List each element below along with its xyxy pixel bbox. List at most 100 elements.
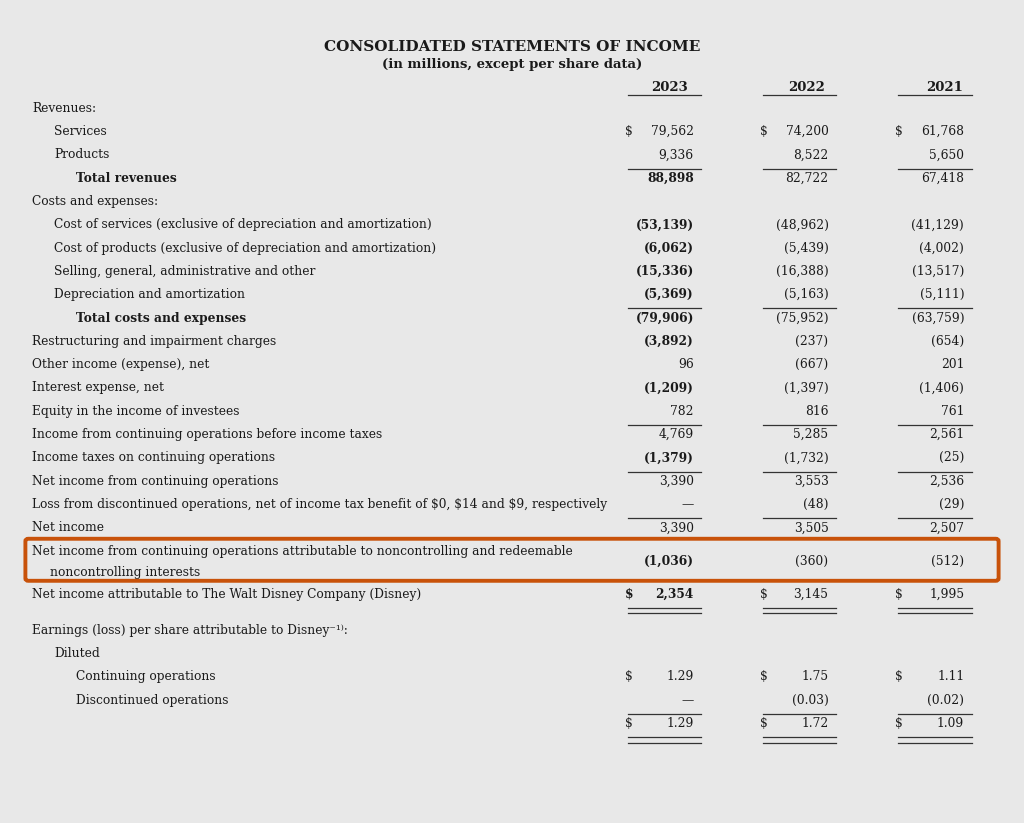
Text: 79,562: 79,562 — [651, 125, 694, 138]
Text: Net income: Net income — [33, 521, 104, 534]
Text: 4,769: 4,769 — [658, 428, 694, 441]
Text: Income from continuing operations before income taxes: Income from continuing operations before… — [33, 428, 383, 441]
Text: Cost of products (exclusive of depreciation and amortization): Cost of products (exclusive of depreciat… — [54, 242, 436, 254]
Text: Total costs and expenses: Total costs and expenses — [76, 312, 246, 324]
Text: (360): (360) — [796, 556, 828, 568]
Text: 761: 761 — [941, 405, 965, 418]
Text: $: $ — [760, 717, 767, 730]
Text: 1.75: 1.75 — [802, 671, 828, 683]
Text: 5,285: 5,285 — [794, 428, 828, 441]
Text: Costs and expenses:: Costs and expenses: — [33, 195, 159, 208]
Text: $: $ — [895, 671, 903, 683]
Text: Net income attributable to The Walt Disney Company (Disney): Net income attributable to The Walt Disn… — [33, 588, 422, 601]
Text: Services: Services — [54, 125, 106, 138]
Text: Products: Products — [54, 148, 110, 161]
Text: 2022: 2022 — [788, 81, 825, 95]
Text: 2,561: 2,561 — [929, 428, 965, 441]
Text: 1.11: 1.11 — [937, 671, 965, 683]
Text: 82,722: 82,722 — [785, 172, 828, 184]
Text: (1,406): (1,406) — [920, 382, 965, 394]
Text: (1,732): (1,732) — [783, 451, 828, 464]
Text: 1.29: 1.29 — [667, 717, 694, 730]
Text: (0.03): (0.03) — [792, 694, 828, 707]
Text: $: $ — [625, 125, 633, 138]
Text: —: — — [682, 694, 694, 707]
Text: 2023: 2023 — [651, 81, 688, 95]
Text: 3,553: 3,553 — [794, 475, 828, 488]
Text: (5,369): (5,369) — [644, 288, 694, 301]
Text: Other income (expense), net: Other income (expense), net — [33, 358, 210, 371]
Text: (1,379): (1,379) — [644, 451, 694, 464]
Text: $: $ — [760, 125, 767, 138]
Text: 8,522: 8,522 — [794, 148, 828, 161]
Text: (237): (237) — [796, 335, 828, 348]
Text: 2021: 2021 — [926, 81, 963, 95]
Text: Continuing operations: Continuing operations — [76, 671, 215, 683]
Text: 816: 816 — [805, 405, 828, 418]
Text: $: $ — [895, 588, 903, 601]
Text: (53,139): (53,139) — [636, 218, 694, 231]
Text: 2,536: 2,536 — [929, 475, 965, 488]
Text: 201: 201 — [941, 358, 965, 371]
Text: $: $ — [625, 671, 633, 683]
Text: Selling, general, administrative and other: Selling, general, administrative and oth… — [54, 265, 315, 278]
Text: (5,111): (5,111) — [920, 288, 965, 301]
Text: Depreciation and amortization: Depreciation and amortization — [54, 288, 245, 301]
Text: $: $ — [895, 125, 903, 138]
Text: 3,505: 3,505 — [794, 521, 828, 534]
Text: 2,354: 2,354 — [655, 588, 694, 601]
Text: Discontinued operations: Discontinued operations — [76, 694, 228, 707]
Text: (16,388): (16,388) — [776, 265, 828, 278]
Text: 1.29: 1.29 — [667, 671, 694, 683]
Text: (41,129): (41,129) — [911, 218, 965, 231]
Text: Total revenues: Total revenues — [76, 172, 176, 184]
Text: 3,390: 3,390 — [658, 521, 694, 534]
Text: 3,145: 3,145 — [794, 588, 828, 601]
Text: 88,898: 88,898 — [647, 172, 694, 184]
Text: Revenues:: Revenues: — [33, 102, 96, 114]
Text: (79,906): (79,906) — [636, 312, 694, 324]
Text: Restructuring and impairment charges: Restructuring and impairment charges — [33, 335, 276, 348]
Text: (1,036): (1,036) — [644, 556, 694, 568]
Text: (0.02): (0.02) — [927, 694, 965, 707]
Text: 74,200: 74,200 — [785, 125, 828, 138]
Text: Income taxes on continuing operations: Income taxes on continuing operations — [33, 451, 275, 464]
Text: 96: 96 — [678, 358, 694, 371]
Text: $: $ — [625, 588, 634, 601]
Text: (13,517): (13,517) — [911, 265, 965, 278]
Text: (15,336): (15,336) — [636, 265, 694, 278]
Text: 1.72: 1.72 — [802, 717, 828, 730]
Text: 1,995: 1,995 — [929, 588, 965, 601]
Text: (5,163): (5,163) — [783, 288, 828, 301]
Text: 5,650: 5,650 — [929, 148, 965, 161]
Text: 1.09: 1.09 — [937, 717, 965, 730]
Text: 2,507: 2,507 — [929, 521, 965, 534]
Text: (63,759): (63,759) — [911, 312, 965, 324]
Text: 3,390: 3,390 — [658, 475, 694, 488]
Text: 67,418: 67,418 — [922, 172, 965, 184]
Text: (1,397): (1,397) — [783, 382, 828, 394]
Text: Net income from continuing operations attributable to noncontrolling and redeema: Net income from continuing operations at… — [33, 545, 573, 558]
Text: 782: 782 — [671, 405, 694, 418]
Text: Equity in the income of investees: Equity in the income of investees — [33, 405, 240, 418]
Text: Interest expense, net: Interest expense, net — [33, 382, 164, 394]
Text: (654): (654) — [931, 335, 965, 348]
Text: (75,952): (75,952) — [776, 312, 828, 324]
Text: (3,892): (3,892) — [644, 335, 694, 348]
Text: (6,062): (6,062) — [644, 242, 694, 254]
Text: (29): (29) — [939, 498, 965, 511]
Text: $: $ — [895, 717, 903, 730]
Text: Net income from continuing operations: Net income from continuing operations — [33, 475, 279, 488]
Text: (in millions, except per share data): (in millions, except per share data) — [382, 58, 642, 71]
Text: Loss from discontinued operations, net of income tax benefit of $0, $14 and $9, : Loss from discontinued operations, net o… — [33, 498, 607, 511]
Text: CONSOLIDATED STATEMENTS OF INCOME: CONSOLIDATED STATEMENTS OF INCOME — [324, 40, 700, 54]
Text: 9,336: 9,336 — [658, 148, 694, 161]
Text: $: $ — [760, 671, 767, 683]
Text: Earnings (loss) per share attributable to Disney⁻¹⁾:: Earnings (loss) per share attributable t… — [33, 624, 348, 637]
Text: (48,962): (48,962) — [775, 218, 828, 231]
Text: $: $ — [760, 588, 767, 601]
Text: (512): (512) — [931, 556, 965, 568]
Text: (48): (48) — [803, 498, 828, 511]
Text: (4,002): (4,002) — [920, 242, 965, 254]
Text: (25): (25) — [939, 451, 965, 464]
